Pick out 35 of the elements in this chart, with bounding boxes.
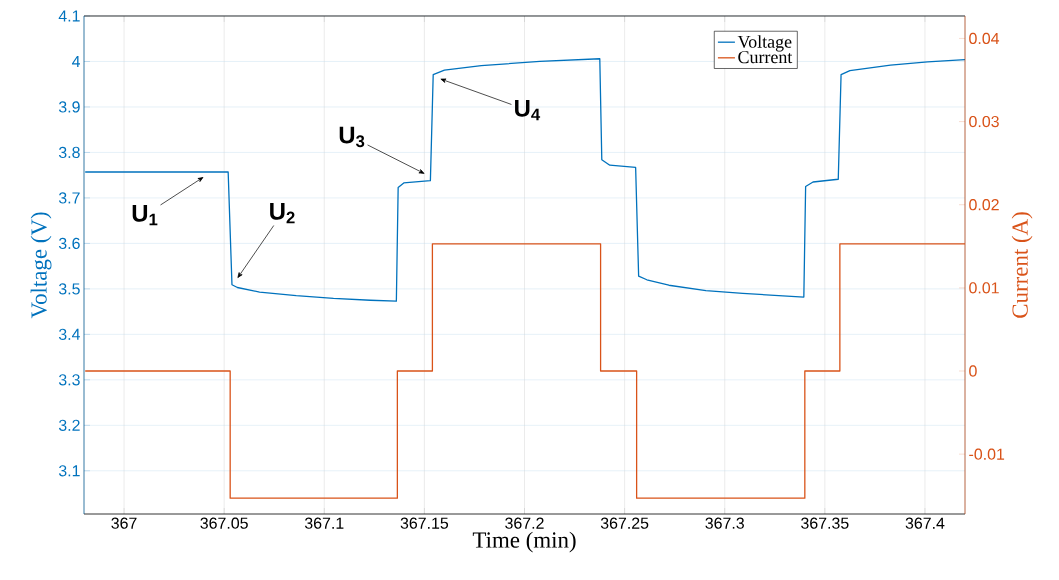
x-tick-label: 367.1 — [304, 517, 344, 529]
y-tick-label: 3.3 — [58, 374, 80, 386]
x-tick-label: 367.3 — [705, 517, 744, 529]
y-tick-label: 3.7 — [58, 192, 80, 204]
x-tick-label: 367.15 — [400, 517, 449, 529]
annotation: U$_{4}$ — [515, 100, 541, 121]
y2-tick-label: 0 — [969, 365, 977, 377]
y-tick-label: 3.8 — [58, 146, 80, 159]
y-tick-label: 4.1 — [58, 10, 80, 22]
annotation: U$_{1}$ — [132, 205, 158, 226]
y-tick-label: 3.6 — [58, 237, 80, 250]
legend-label: Voltage — [737, 35, 792, 52]
y-tick-label: 3.4 — [58, 328, 81, 340]
x-tick-label: 367 — [111, 517, 137, 529]
x-tick-label: 367.35 — [801, 517, 849, 529]
y-tick-label: 3.9 — [58, 101, 80, 113]
y-tick-label: 3.2 — [58, 419, 80, 431]
y2-tick-label: 0.04 — [969, 32, 1000, 45]
x-tick-label: 367.4 — [905, 517, 945, 529]
x-axis-title: Time (min) — [472, 531, 576, 553]
y2-tick-label: 0.01 — [969, 282, 999, 294]
x-tick-label: 367.05 — [200, 517, 248, 529]
x-tick-label: 367.2 — [505, 517, 544, 529]
y2-tick-label: 0.03 — [969, 115, 999, 128]
legend-label: Current — [738, 51, 793, 64]
y-tick-label: 4 — [71, 55, 81, 67]
y2-tick-label: -0.01 — [969, 448, 1005, 460]
y-tick-label: 3.1 — [58, 465, 80, 477]
y-axis-title: Voltage (V) — [30, 212, 52, 319]
y2-axis-title: Current (A) — [1011, 212, 1033, 318]
annotation: U$_{2}$ — [270, 203, 295, 224]
y-tick-label: 3.5 — [58, 283, 80, 295]
x-tick-label: 367.25 — [600, 517, 649, 529]
annotation: U$_{3}$ — [339, 126, 365, 148]
y2-tick-label: 0.02 — [969, 199, 999, 211]
